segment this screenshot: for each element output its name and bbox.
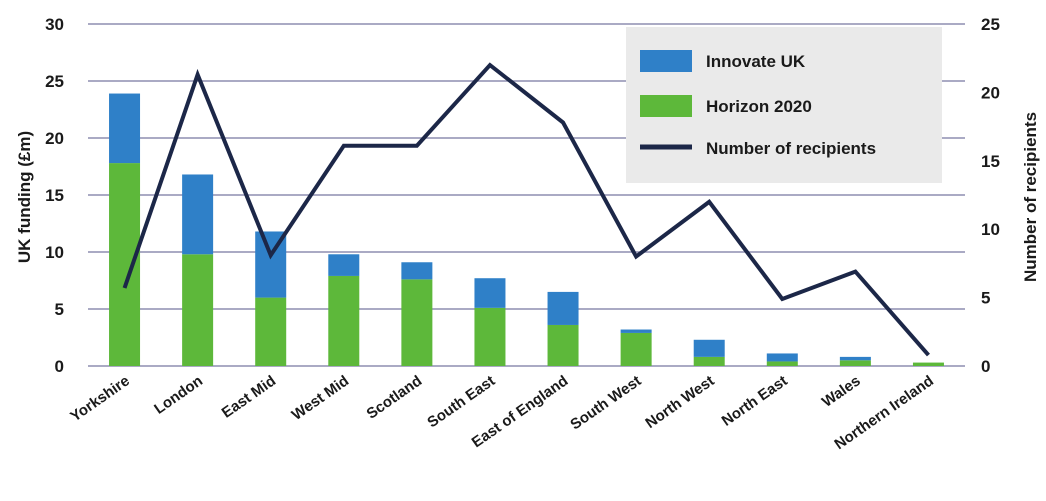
left-tick-label: 0 bbox=[55, 357, 64, 376]
left-tick-label: 15 bbox=[45, 186, 64, 205]
category-label-scotland: Scotland bbox=[364, 372, 426, 422]
bar-horizon-2020-north-east bbox=[766, 361, 798, 366]
category-label-east-mid: East Mid bbox=[219, 372, 279, 421]
category-label-west-mid: West Mid bbox=[289, 372, 352, 424]
bar-innovate-uk-south-west bbox=[620, 329, 652, 333]
bars bbox=[109, 93, 944, 366]
category-labels: Yorkshire London East Mid West Mid Scotland S… bbox=[67, 372, 936, 453]
legend-swatch-innovate-uk bbox=[640, 50, 692, 72]
bar-horizon-2020-east-mid bbox=[255, 297, 287, 366]
right-tick-label: 20 bbox=[981, 83, 1000, 102]
legend-label-innovate-uk: Innovate UK bbox=[706, 52, 806, 71]
grid-lines bbox=[88, 23, 965, 367]
left-axis-title: UK funding (£m) bbox=[15, 131, 34, 263]
bar-horizon-2020-north-west bbox=[693, 356, 725, 366]
right-tick-label: 25 bbox=[981, 15, 1000, 34]
bar-horizon-2020-south-west bbox=[620, 332, 652, 366]
bar-innovate-uk-london bbox=[182, 174, 214, 255]
bar-horizon-2020-scotland bbox=[401, 279, 433, 366]
left-tick-label: 10 bbox=[45, 243, 64, 262]
left-tick-label: 20 bbox=[45, 129, 64, 148]
bar-innovate-uk-north-west bbox=[693, 339, 725, 357]
category-label-north-east: North East bbox=[719, 372, 791, 429]
recipients-line-series bbox=[122, 62, 930, 357]
bar-innovate-uk-east-of-england bbox=[547, 291, 579, 325]
right-axis-ticks: 0 5 10 15 20 25 bbox=[981, 15, 1000, 376]
bar-innovate-uk-yorkshire bbox=[109, 93, 141, 164]
bar-horizon-2020-south-east bbox=[474, 307, 506, 366]
category-label-london: London bbox=[151, 372, 206, 417]
bar-innovate-uk-north-east bbox=[766, 353, 798, 362]
bar-innovate-uk-scotland bbox=[401, 262, 433, 280]
bar-horizon-2020-northern-ireland bbox=[912, 362, 944, 366]
bar-innovate-uk-west-mid bbox=[328, 254, 360, 276]
category-label-yorkshire: Yorkshire bbox=[67, 372, 133, 425]
right-tick-label: 0 bbox=[981, 357, 990, 376]
category-label-south-east: South East bbox=[424, 372, 498, 431]
bar-horizon-2020-london bbox=[182, 254, 214, 366]
legend-swatch-horizon-2020 bbox=[640, 95, 692, 117]
right-tick-label: 15 bbox=[981, 152, 1000, 171]
legend-label-horizon-2020: Horizon 2020 bbox=[706, 97, 812, 116]
legend-label-recipients: Number of recipients bbox=[706, 139, 876, 158]
bar-innovate-uk-south-east bbox=[474, 278, 506, 308]
left-tick-label: 30 bbox=[45, 15, 64, 34]
left-axis-ticks: 0 5 10 15 20 25 30 bbox=[45, 15, 64, 376]
bar-horizon-2020-yorkshire bbox=[109, 163, 141, 366]
bar-horizon-2020-east-of-england bbox=[547, 324, 579, 366]
line-number-of-recipients bbox=[122, 62, 930, 357]
right-axis-title: Number of recipients bbox=[1021, 112, 1040, 282]
category-label-wales: Wales bbox=[819, 372, 864, 410]
bar-horizon-2020-west-mid bbox=[328, 275, 360, 366]
bar-innovate-uk-wales bbox=[839, 356, 871, 361]
legend: Innovate UK Horizon 2020 Number of recip… bbox=[626, 27, 942, 183]
bar-horizon-2020-wales bbox=[839, 360, 871, 366]
category-label-north-west: North West bbox=[642, 372, 717, 432]
category-label-south-west: South West bbox=[567, 372, 644, 433]
left-tick-label: 5 bbox=[55, 300, 64, 319]
right-tick-label: 5 bbox=[981, 289, 990, 308]
right-tick-label: 10 bbox=[981, 220, 1000, 239]
left-tick-label: 25 bbox=[45, 72, 64, 91]
